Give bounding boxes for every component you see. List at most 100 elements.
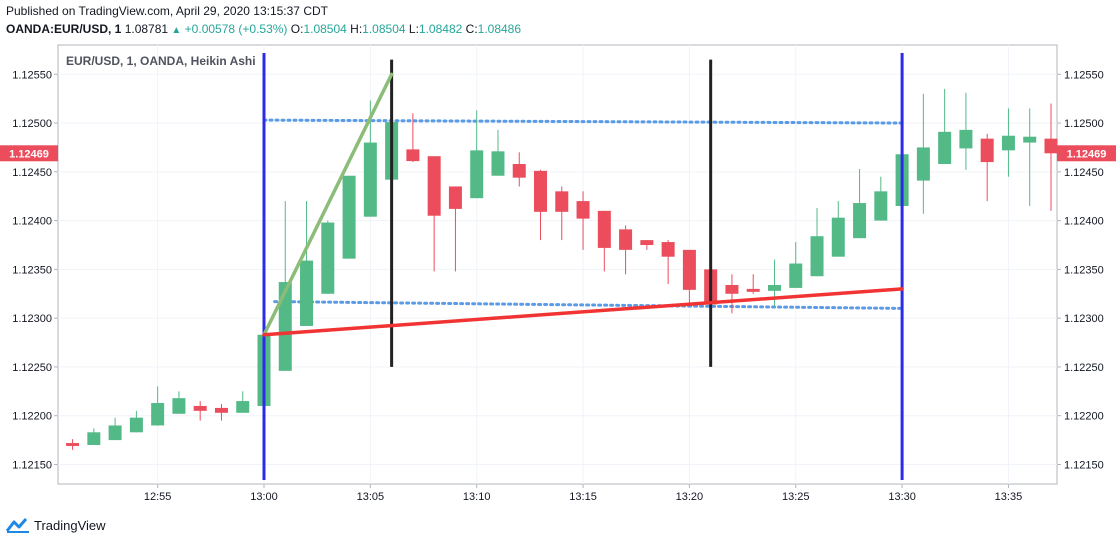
candle-body: [916, 147, 930, 181]
candle: [236, 391, 250, 413]
candle-body: [363, 142, 377, 217]
published-text: Published on TradingView.com, April 29, …: [6, 4, 328, 18]
candle: [1044, 103, 1058, 211]
right-price-tag: 1.12469: [1057, 145, 1116, 162]
candle: [172, 391, 186, 414]
x-tick-label: 13:35: [995, 491, 1023, 503]
candle-body: [597, 210, 611, 248]
candle: [1023, 108, 1037, 206]
candle-body: [682, 249, 696, 290]
y-tick-label: 1.12200: [1064, 411, 1104, 423]
left-price-tag: 1.12469: [0, 145, 58, 162]
candle: [938, 88, 952, 165]
candle-body: [448, 186, 462, 209]
candle-body: [236, 401, 250, 413]
candle-body: [661, 242, 675, 257]
drawings-layer: [262, 118, 904, 310]
candle-body: [789, 263, 803, 288]
y-tick-label: 1.12250: [12, 362, 52, 374]
candle: [725, 274, 739, 314]
close-label: C:: [465, 22, 478, 36]
change-value: +0.00578 (+0.53%): [184, 22, 288, 36]
open-value: 1.08504: [303, 22, 347, 36]
candle-body: [300, 260, 314, 326]
right-price-axis[interactable]: 1.12150 1.12200 1.12250 1.12300 1.12350 1.124…: [1057, 69, 1104, 471]
candle-body: [746, 288, 760, 292]
candle-body: [278, 282, 292, 371]
x-tick-label: 13:10: [463, 491, 491, 503]
candle: [193, 401, 207, 421]
tradingview-logo-icon: [6, 518, 29, 533]
y-tick-label: 1.12350: [12, 264, 52, 276]
candle: [810, 207, 824, 277]
candle-body: [810, 236, 824, 277]
candle-body: [874, 191, 888, 221]
drawings-front-layer: 1.12469 1.12469: [0, 53, 1116, 480]
candle-body: [853, 203, 867, 239]
candle: [853, 168, 867, 239]
x-tick-label: 13:30: [888, 491, 916, 503]
low-label: L:: [408, 22, 419, 36]
red-trend-line: [262, 287, 904, 337]
x-tick-label: 13:05: [357, 491, 385, 503]
candle-body: [342, 175, 356, 259]
x-tick-label: 13:25: [782, 491, 810, 503]
tradingview-brand: TradingView: [34, 517, 106, 533]
candle: [916, 93, 930, 214]
y-tick-label: 1.12150: [1064, 459, 1104, 471]
candle-body: [406, 149, 420, 162]
candle-body: [87, 432, 101, 445]
x-tick-label: 13:15: [569, 491, 597, 503]
candle: [534, 169, 548, 241]
time-axis[interactable]: 12:55 13:00 13:05 13:10 13:15 13:20 13:25 13:30…: [144, 484, 1022, 503]
y-tick-label: 1.12400: [1064, 216, 1104, 228]
candle-body: [980, 138, 994, 163]
chart-title: EUR/USD, 1, OANDA, Heikin Ashi: [66, 54, 256, 68]
high-label: H:: [350, 22, 363, 36]
candle-body: [767, 284, 781, 291]
candle: [980, 133, 994, 202]
y-tick-label: 1.12200: [12, 411, 52, 423]
y-tick-label: 1.12450: [12, 167, 52, 179]
candle: [278, 201, 292, 371]
candle-body: [470, 150, 484, 199]
plot-area[interactable]: [57, 44, 1058, 485]
candle-body: [1001, 135, 1015, 151]
candle: [342, 175, 356, 259]
candles-layer: [66, 79, 1058, 450]
candle-body: [1044, 138, 1058, 154]
candle: [619, 225, 633, 275]
candle-body: [512, 164, 526, 178]
y-tick-label: 1.12250: [1064, 362, 1104, 374]
footer[interactable]: TradingView: [6, 516, 106, 534]
candle-body: [151, 403, 165, 426]
candle-body: [576, 201, 590, 219]
candle: [597, 210, 611, 272]
price-tag-label: 1.12469: [1067, 148, 1107, 160]
y-tick-label: 1.12500: [1064, 118, 1104, 130]
candle: [682, 249, 696, 306]
candle: [831, 201, 845, 257]
candle: [1001, 108, 1015, 177]
candle: [491, 129, 505, 176]
y-tick-label: 1.12450: [1064, 167, 1104, 179]
close-value: 1.08486: [477, 22, 522, 36]
y-tick-label: 1.12300: [12, 313, 52, 325]
left-price-axis[interactable]: 1.12150 1.12200 1.12250 1.12300 1.12350 1.124…: [12, 69, 58, 471]
y-tick-label: 1.12150: [12, 459, 52, 471]
y-tick-label: 1.12550: [1064, 69, 1104, 81]
candle-body: [66, 443, 80, 446]
candle: [151, 386, 165, 426]
candle: [555, 186, 569, 241]
candle-body: [214, 407, 228, 413]
symbol-label: OANDA:EUR/USD, 1: [6, 22, 122, 36]
candle: [512, 152, 526, 187]
open-label: O:: [290, 22, 304, 36]
candle: [427, 156, 441, 272]
y-tick-label: 1.12300: [1064, 313, 1104, 325]
x-tick-label: 12:55: [144, 491, 172, 503]
candle-body: [959, 129, 973, 149]
y-tick-label: 1.12350: [1064, 264, 1104, 276]
green-trend-line: [262, 72, 394, 337]
